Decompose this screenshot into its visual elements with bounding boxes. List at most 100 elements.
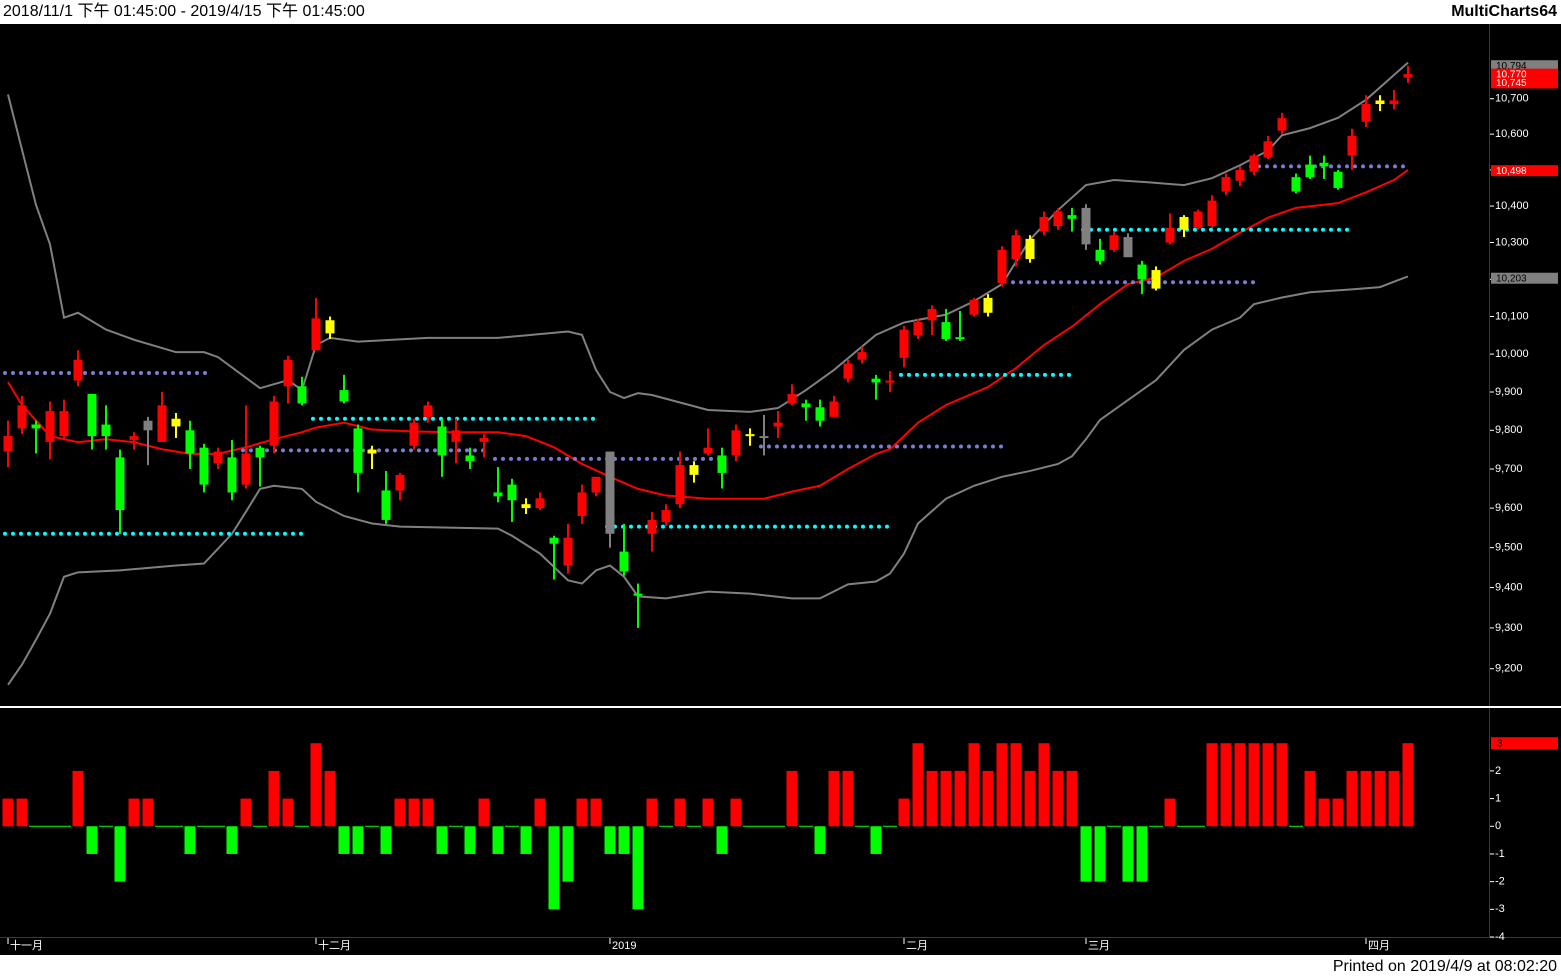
candle-body [1389,100,1399,105]
price-marker-label: 10,203 [1496,273,1527,284]
printed-note: Printed on 2019/4/9 at 08:02:20 [1333,958,1557,975]
bar [1220,743,1232,827]
value-marker [1491,737,1558,750]
candle-body [1361,104,1371,122]
candle-body [227,457,237,493]
bar [1374,770,1386,827]
bar [1080,826,1092,882]
bar [534,798,546,827]
price-marker [1491,77,1558,89]
bar [926,770,938,827]
bar [1094,826,1106,882]
bar [394,798,406,827]
y-tick-label: 10,400 [1495,200,1529,212]
bar [211,825,225,827]
bar [268,770,280,827]
candle-body [927,309,937,321]
bar [757,825,771,827]
candle-body [17,405,27,429]
bar [1010,743,1022,827]
candle-body [1291,177,1301,192]
candle-body [1333,171,1343,188]
candle-body [997,249,1007,284]
candle-body [479,438,489,442]
candle-body [619,551,629,572]
bar [295,825,309,827]
bar [282,798,294,827]
bar [1038,743,1050,827]
candle-body [73,359,83,381]
bar [197,825,211,827]
bar [786,770,798,827]
price-marker-label: 10,498 [1496,166,1527,177]
bar [702,798,714,827]
bar [57,825,71,827]
candle-body [213,451,223,464]
bar [982,770,994,827]
price-marker [1491,272,1558,284]
date-range: 2018/11/1 下午 01:45:00 - 2019/4/15 下午 01:… [3,2,365,20]
candle-body [1109,235,1119,250]
candle-body [101,424,111,437]
candle-body [899,329,909,358]
bar [505,825,519,827]
indicator-line [7,61,1409,413]
y-tick-label: 9,600 [1495,502,1523,514]
bar [449,825,463,827]
candle-body [1305,164,1315,178]
price-pane [3,61,1413,686]
bar [338,826,350,854]
candle-body [1095,249,1105,261]
bar [1206,743,1218,827]
candle-body [633,593,643,596]
candle-body [1053,211,1063,227]
bar [1289,825,1303,827]
candle-body [1375,100,1385,105]
candle-body [437,426,447,456]
bar [1262,743,1274,827]
bar [16,798,28,827]
bar [548,826,560,910]
bar [940,770,952,827]
candle-body [521,504,531,509]
candle-body [549,537,559,544]
bar [1107,825,1121,827]
candle-body [1277,118,1287,131]
y-tick-label: 10,000 [1495,348,1529,360]
bar [954,770,966,827]
candle-body [367,449,377,454]
candle-body [759,436,769,439]
x-tick-label: 2019 [612,940,636,952]
candle-body [1207,200,1217,227]
bar [464,826,476,854]
footer-bar [0,955,1561,977]
candle-body [1067,215,1077,219]
bar [99,825,113,827]
candle-body [563,537,573,566]
candle-body [115,457,125,511]
candle-body [675,465,685,505]
candle-body [3,436,13,452]
bar [1122,826,1134,882]
candle-body [605,451,615,534]
bar [324,770,336,827]
candle-body [493,492,503,497]
candle-body [325,320,335,334]
bar [310,743,322,827]
candle-body [941,322,951,339]
candle-body [129,436,139,440]
bar [659,825,673,827]
bar [996,743,1008,827]
candle-body [45,411,55,442]
candle-body [199,447,209,485]
candle-body [185,430,195,454]
candle-body [731,430,741,456]
indicator-line [7,169,1409,500]
bar [1346,770,1358,827]
bar [155,825,169,827]
y-tick-label: 9,800 [1495,424,1523,436]
candle-body [1123,237,1133,258]
y-tick-label: 9,200 [1495,663,1523,675]
bar [72,770,84,827]
